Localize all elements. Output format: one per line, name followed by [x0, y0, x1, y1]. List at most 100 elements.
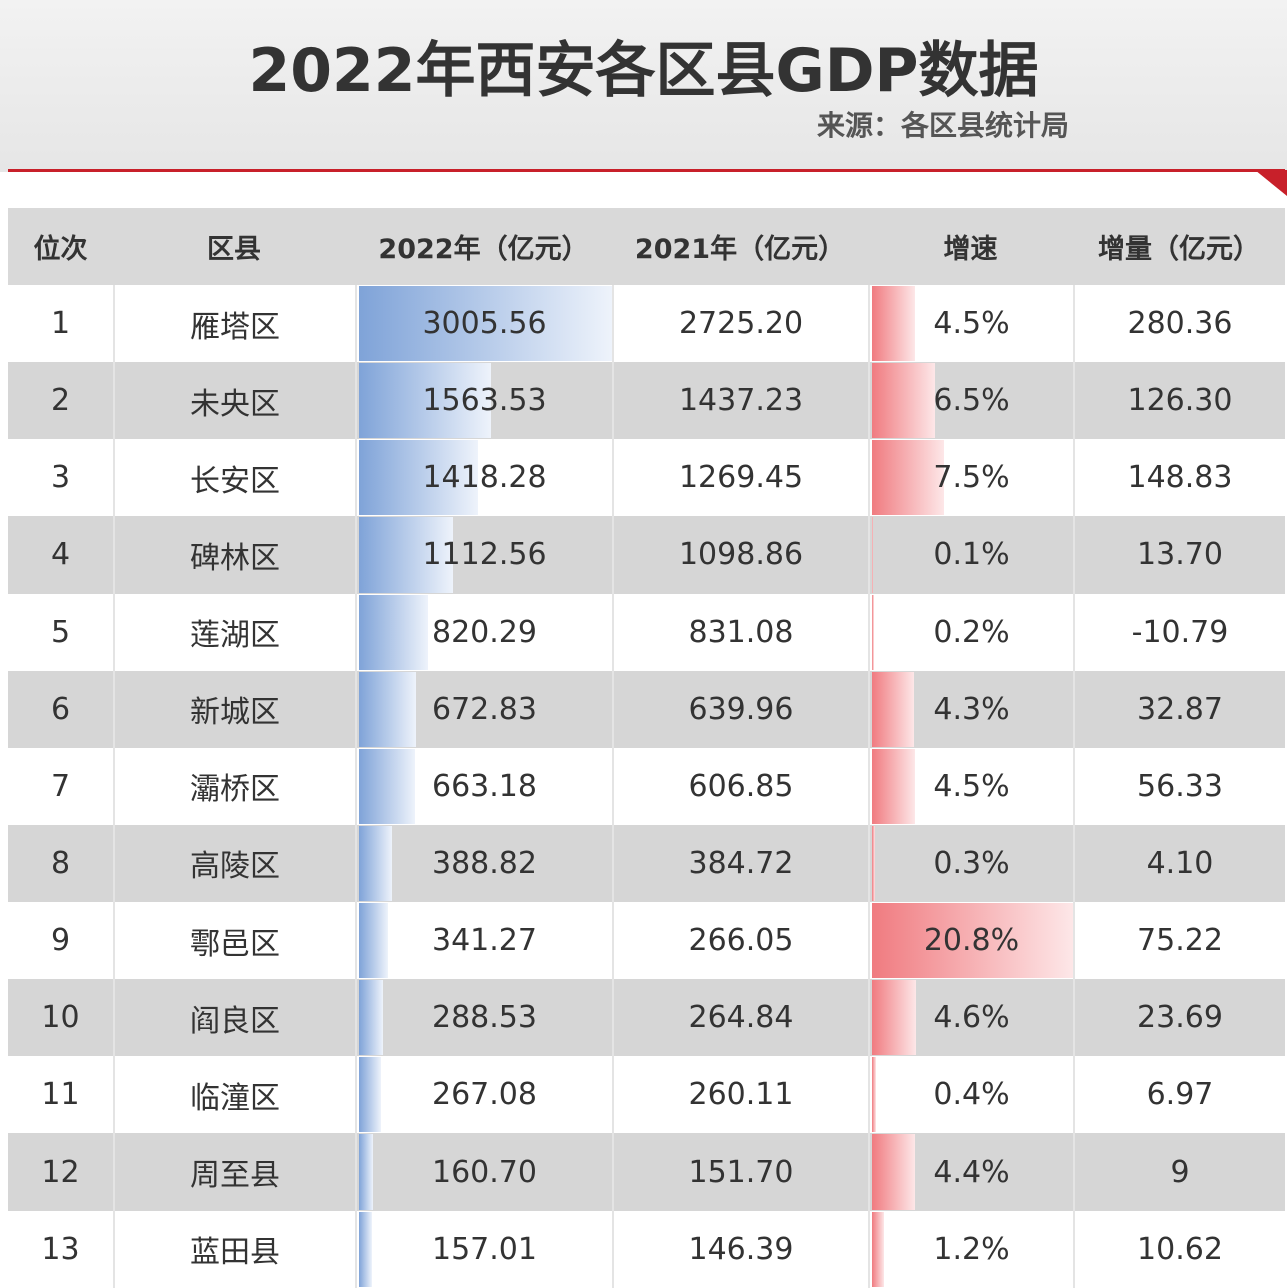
gdp-bar [359, 363, 491, 439]
table-cell: 341.27 [355, 902, 612, 980]
table-cell: 4 [8, 516, 113, 593]
table-cell: 639.96 [612, 670, 868, 748]
header-band: 2022年西安各区县GDP数据 来源：各区县统计局 [0, 0, 1287, 172]
gdp-bar [359, 517, 453, 593]
growth-bar [872, 748, 916, 824]
cell-text: 1 [50, 306, 71, 342]
table-cell: 12 [8, 1133, 113, 1210]
cell-text: 384.72 [688, 845, 794, 881]
column-header: 增速 [943, 234, 998, 265]
table-cell: 阎良区 [113, 979, 355, 1057]
cell-text: 周至县 [190, 1158, 280, 1193]
cell-text: 9 [50, 923, 71, 959]
table-cell: 灞桥区 [113, 747, 355, 825]
growth-bar [872, 1134, 915, 1210]
cell-text: 4.5% [933, 306, 1010, 342]
cell-text: 260.11 [688, 1077, 794, 1113]
table-cell: 820.29 [355, 593, 612, 671]
table-cell: 0.4% [868, 1056, 1073, 1134]
growth-bar [872, 440, 945, 516]
cell-text: 341.27 [432, 923, 537, 959]
cell-text: 831.08 [688, 614, 794, 650]
table-cell: 13 [8, 1211, 113, 1288]
table-cell: 2 [8, 362, 113, 439]
growth-bar [872, 363, 935, 439]
cell-text: 12 [41, 1154, 80, 1190]
cell-text: 阎良区 [190, 1003, 280, 1039]
gdp-bar [359, 286, 612, 362]
cell-text: 146.39 [688, 1231, 794, 1267]
table-cell: 606.85 [612, 747, 868, 825]
cell-text: 11 [41, 1077, 80, 1113]
table-cell: 6 [8, 671, 113, 748]
cell-text: 1269.45 [678, 460, 804, 496]
cell-text: 1.2% [933, 1231, 1010, 1267]
cell-text: 288.53 [432, 1000, 537, 1036]
cell-text: 388.82 [432, 845, 537, 881]
gdp-bar [359, 980, 384, 1056]
table-row [8, 285, 1285, 363]
gdp-bar [359, 671, 416, 747]
gdp-bar [359, 1057, 382, 1133]
table-row [8, 824, 1285, 903]
cell-text: 1437.23 [678, 383, 804, 419]
growth-bar [872, 1211, 884, 1287]
cell-text: 264.84 [688, 1000, 794, 1036]
cell-text: 7 [50, 768, 71, 804]
table-row [8, 979, 1285, 1057]
table-cell: 6.5% [868, 362, 1073, 440]
table-row [8, 1056, 1285, 1134]
cell-text: 碑林区 [190, 540, 280, 576]
cell-text: 639.96 [688, 691, 794, 727]
table-cell: 264.84 [612, 979, 868, 1057]
table-cell: 1.2% [868, 1210, 1073, 1288]
table-row [8, 362, 1285, 440]
table-cell: 蓝田县 [113, 1210, 355, 1288]
cell-text: 鄠邑区 [190, 926, 280, 962]
column-header: 2022年（亿元） [378, 234, 589, 265]
cell-text: 9 [1170, 1154, 1190, 1190]
cell-text: 1112.56 [422, 537, 547, 573]
cell-text: 0.3% [933, 845, 1010, 881]
table-cell: 126.30 [1073, 362, 1285, 440]
table-row [8, 593, 1285, 671]
table-cell: 3 [8, 439, 113, 516]
table-cell: 长安区 [113, 439, 355, 517]
header-row [8, 208, 1285, 285]
source: 来源：各区县统计局 [816, 109, 1069, 142]
cell-text: 4.4% [933, 1154, 1010, 1190]
gdp-bar [359, 1134, 373, 1210]
table-cell: 7.5% [868, 439, 1073, 517]
table-cell: 23.69 [1073, 979, 1285, 1057]
table-cell: 莲湖区 [113, 593, 355, 671]
cell-text: 75.22 [1137, 923, 1223, 959]
table-cell: 0.3% [868, 824, 1073, 903]
cell-text: 新城区 [190, 695, 280, 731]
table-cell: 碑林区 [113, 516, 355, 594]
cell-text: 280.36 [1127, 306, 1233, 342]
cell-text: 7.5% [933, 460, 1010, 496]
cell-text: 266.05 [688, 923, 794, 959]
growth-bar [872, 517, 873, 593]
title: 2022年西安各区县GDP数据 [248, 36, 1039, 106]
table-cell: 1112.56 [355, 516, 612, 594]
growth-bar [872, 286, 916, 362]
table-row [8, 747, 1285, 825]
table-cell: 157.01 [355, 1210, 612, 1288]
table-cell: 新城区 [113, 670, 355, 748]
table-cell: 2725.20 [612, 285, 868, 363]
cell-text: 灞桥区 [190, 772, 280, 808]
cell-text: 0.2% [933, 614, 1010, 650]
table-cell: 0.1% [868, 516, 1073, 594]
table-cell: 临潼区 [113, 1056, 355, 1134]
growth-bar [872, 903, 1073, 979]
cell-text: 267.08 [432, 1077, 537, 1113]
table-cell: 1563.53 [355, 362, 612, 440]
gdp-bar [359, 903, 388, 979]
cell-text: 6.97 [1146, 1077, 1214, 1113]
table-cell: 周至县 [113, 1133, 355, 1211]
cell-text: -10.79 [1131, 614, 1229, 650]
table-cell: 1269.45 [612, 439, 868, 517]
cell-text: 4.3% [933, 691, 1010, 727]
table-cell: 7 [8, 748, 113, 825]
